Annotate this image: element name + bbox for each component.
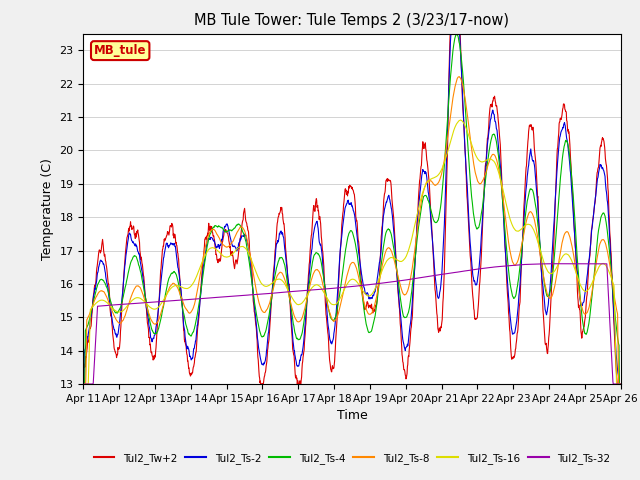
Line: Tul2_Ts-32: Tul2_Ts-32 (83, 264, 621, 384)
Tul2_Ts-4 (319, 267, 326, 273)
Tul2_Ts-16 (79, 381, 87, 387)
Line: Tul2_Ts-2: Tul2_Ts-2 (83, 34, 621, 384)
Tul2_Ts-4 (79, 381, 87, 387)
Tul2_Ts-32 (319, 287, 326, 292)
Line: Tul2_Ts-16: Tul2_Ts-16 (83, 120, 621, 384)
Tul2_Ts-32 (307, 287, 315, 293)
Tul2_Ts-16 (617, 381, 625, 387)
Tul2_Ts-16 (385, 256, 393, 262)
Tul2_Ts-2 (143, 305, 150, 311)
Tul2_Ts-8 (79, 381, 87, 387)
Tul2_Tw+2 (143, 311, 150, 316)
Tul2_Tw+2 (79, 381, 87, 387)
Tul2_Ts-8 (143, 304, 150, 310)
Text: MB_tule: MB_tule (94, 44, 147, 57)
Tul2_Ts-16 (319, 287, 326, 293)
Tul2_Tw+2 (385, 178, 393, 184)
Tul2_Ts-8 (328, 316, 336, 322)
Tul2_Ts-32 (328, 286, 336, 291)
Tul2_Ts-8 (385, 245, 393, 251)
Tul2_Tw+2 (307, 233, 315, 239)
Y-axis label: Temperature (C): Temperature (C) (41, 158, 54, 260)
Tul2_Tw+2 (617, 381, 625, 387)
Tul2_Ts-8 (307, 277, 315, 283)
Tul2_Ts-2 (328, 338, 336, 344)
Tul2_Ts-8 (319, 280, 326, 286)
Title: MB Tule Tower: Tule Temps 2 (3/23/17-now): MB Tule Tower: Tule Temps 2 (3/23/17-now… (195, 13, 509, 28)
Tul2_Tw+2 (447, 31, 454, 36)
Tul2_Ts-2 (121, 263, 129, 269)
Tul2_Ts-32 (557, 261, 565, 266)
Tul2_Ts-4 (452, 32, 460, 37)
Tul2_Ts-16 (143, 301, 150, 307)
Tul2_Ts-2 (385, 194, 393, 200)
X-axis label: Time: Time (337, 409, 367, 422)
Line: Tul2_Ts-8: Tul2_Ts-8 (83, 77, 621, 384)
Tul2_Tw+2 (319, 247, 326, 253)
Tul2_Ts-32 (617, 381, 625, 387)
Tul2_Ts-32 (79, 381, 87, 387)
Tul2_Ts-8 (617, 381, 625, 387)
Tul2_Ts-32 (121, 301, 129, 307)
Tul2_Ts-2 (79, 381, 87, 387)
Tul2_Ts-4 (121, 286, 129, 292)
Tul2_Ts-32 (143, 300, 150, 305)
Tul2_Tw+2 (121, 260, 129, 265)
Legend: Tul2_Tw+2, Tul2_Ts-2, Tul2_Ts-4, Tul2_Ts-8, Tul2_Ts-16, Tul2_Ts-32: Tul2_Tw+2, Tul2_Ts-2, Tul2_Ts-4, Tul2_Ts… (90, 449, 614, 468)
Tul2_Ts-2 (307, 251, 315, 257)
Tul2_Ts-4 (385, 227, 393, 233)
Tul2_Ts-8 (121, 313, 129, 319)
Tul2_Ts-2 (617, 381, 625, 387)
Tul2_Ts-4 (143, 301, 150, 307)
Tul2_Ts-16 (328, 301, 336, 307)
Tul2_Ts-16 (457, 117, 465, 123)
Tul2_Ts-16 (307, 286, 315, 291)
Tul2_Ts-2 (319, 255, 326, 261)
Tul2_Ts-4 (617, 381, 625, 387)
Tul2_Ts-4 (307, 266, 315, 272)
Tul2_Tw+2 (328, 364, 336, 370)
Tul2_Ts-2 (447, 31, 455, 36)
Tul2_Ts-16 (121, 306, 129, 312)
Tul2_Ts-8 (456, 74, 463, 80)
Line: Tul2_Tw+2: Tul2_Tw+2 (83, 34, 621, 384)
Line: Tul2_Ts-4: Tul2_Ts-4 (83, 35, 621, 384)
Tul2_Ts-4 (328, 317, 336, 323)
Tul2_Ts-32 (385, 279, 393, 285)
